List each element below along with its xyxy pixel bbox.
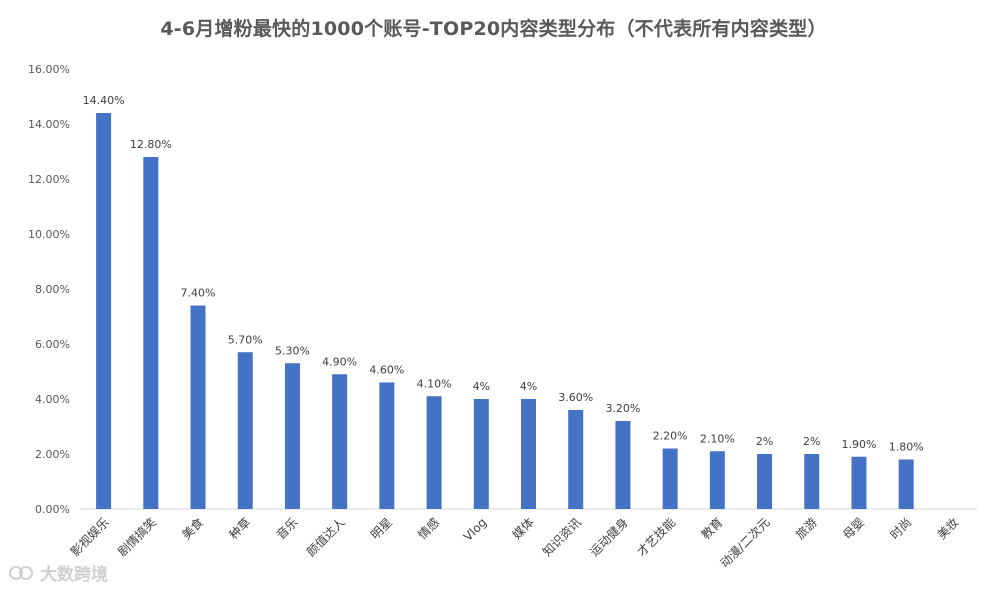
x-tick-label: 种草 — [226, 515, 253, 542]
x-tick-label: 运动健身 — [586, 515, 631, 560]
x-tick-label: 音乐 — [273, 515, 301, 543]
x-tick-label: 时尚 — [887, 515, 914, 542]
data-label: 5.30% — [275, 344, 310, 357]
x-tick-label: 动漫/二次元 — [717, 515, 772, 570]
bar — [143, 157, 159, 509]
data-label: 4% — [520, 380, 537, 393]
data-label: 2% — [803, 435, 820, 448]
y-tick-label: 2.00% — [35, 448, 70, 461]
bar — [190, 305, 206, 509]
bar — [332, 374, 348, 509]
bar — [898, 459, 914, 509]
bar — [237, 352, 253, 509]
data-label: 7.40% — [181, 287, 216, 300]
watermark-text: 大数跨境 — [40, 565, 108, 585]
bar — [284, 363, 300, 509]
bar — [379, 382, 395, 509]
bar — [804, 454, 820, 509]
bar — [96, 113, 112, 509]
data-label: 14.40% — [83, 94, 125, 107]
data-label: 1.90% — [841, 438, 876, 451]
x-tick-label: 影视娱乐 — [67, 515, 112, 560]
data-label: 4.60% — [369, 364, 404, 377]
data-label: 4.10% — [417, 377, 452, 390]
y-tick-label: 10.00% — [28, 228, 70, 241]
data-label: 2.10% — [700, 432, 735, 445]
data-label: 3.60% — [558, 391, 593, 404]
bar — [757, 454, 773, 509]
data-label: 1.80% — [889, 441, 924, 454]
x-tick-label: 媒体 — [510, 515, 537, 542]
x-tick-label: 母婴 — [840, 515, 867, 542]
y-tick-label: 6.00% — [35, 338, 70, 351]
data-label: 12.80% — [130, 138, 172, 151]
x-tick-label: Vlog — [461, 515, 490, 544]
chart-title: 4-6月增粉最快的1000个账号-TOP20内容类型分布（不代表所有内容类型） — [160, 18, 827, 40]
x-tick-label: 情感 — [415, 515, 443, 543]
y-tick-label: 4.00% — [35, 393, 70, 406]
bar — [568, 410, 584, 509]
bar — [851, 456, 867, 509]
bar — [615, 421, 631, 509]
x-tick-label: 知识资讯 — [540, 515, 584, 559]
data-label: 2% — [756, 435, 773, 448]
x-tick-label: 美妆 — [935, 515, 962, 542]
y-tick-label: 12.00% — [28, 173, 70, 186]
y-tick-label: 16.00% — [28, 63, 70, 76]
x-tick-label: 教育 — [698, 515, 726, 543]
bar — [426, 396, 442, 509]
y-tick-label: 14.00% — [28, 118, 70, 131]
bar — [662, 448, 678, 509]
data-label: 4.90% — [322, 355, 357, 368]
y-tick-label: 8.00% — [35, 283, 70, 296]
data-label: 3.20% — [605, 402, 640, 415]
data-label: 4% — [473, 380, 490, 393]
x-tick-label: 才艺技能 — [634, 515, 678, 559]
watermark: 大数跨境 — [8, 560, 108, 585]
data-label: 5.70% — [228, 333, 263, 346]
x-tick-label: 美食 — [179, 515, 207, 543]
watermark-logo-icon — [8, 564, 36, 582]
data-label: 2.20% — [653, 430, 688, 443]
x-tick-label: 旅游 — [793, 515, 820, 542]
x-tick-label: 颜值达人 — [303, 515, 348, 560]
y-tick-label: 0.00% — [35, 503, 70, 516]
bar — [473, 399, 489, 509]
bar — [521, 399, 536, 509]
bar — [709, 451, 725, 509]
x-tick-label: 剧情搞笑 — [114, 515, 159, 560]
x-tick-label: 明星 — [368, 515, 395, 542]
